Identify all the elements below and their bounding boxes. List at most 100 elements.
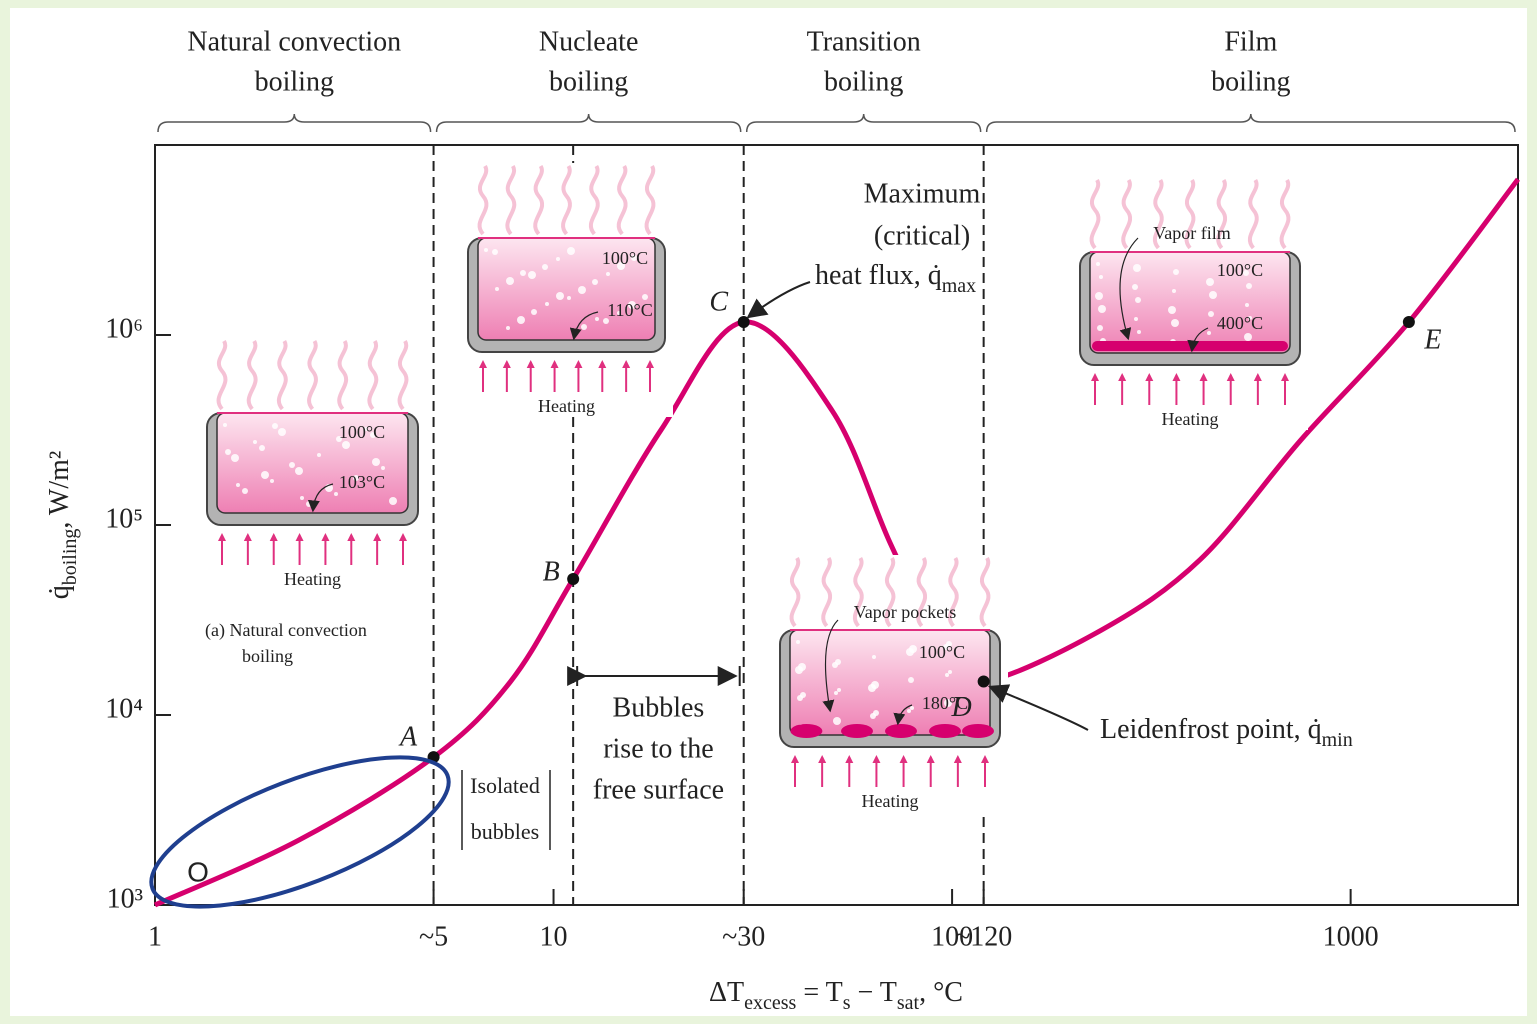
bubble <box>1168 306 1176 314</box>
x-tick-label: 100 <box>931 921 973 952</box>
bubble <box>484 248 488 252</box>
bubble <box>517 316 525 324</box>
leidenfrost-label-part: min <box>1322 729 1353 751</box>
bubble <box>1244 333 1252 341</box>
bubble <box>617 262 625 270</box>
bubbles-rise-text: Bubbles <box>613 692 705 723</box>
bubble <box>907 709 911 713</box>
region-title: Natural convection <box>187 26 401 57</box>
x-axis-title-part: , °C <box>919 977 963 1008</box>
bubble <box>372 458 380 466</box>
bubble <box>317 453 321 457</box>
vapor-wisp <box>789 556 801 628</box>
heat-arrow-head <box>243 533 252 541</box>
vapor-pocket <box>885 724 917 738</box>
bubble <box>259 445 265 451</box>
key-point <box>737 316 750 329</box>
vapor-wisp <box>1152 178 1164 250</box>
max-flux-label-part: max <box>942 275 976 297</box>
heat-arrow-head <box>574 360 583 368</box>
bubble <box>542 264 548 270</box>
y-tick-label: 10⁵ <box>105 503 143 534</box>
pot-label: 103°C <box>339 472 385 492</box>
vapor-wisp <box>616 164 628 236</box>
vapor-wisp <box>821 556 833 628</box>
heat-arrow-head <box>791 755 799 763</box>
bubble <box>1097 325 1103 331</box>
region-brace <box>157 113 432 133</box>
region-title: boiling <box>255 66 334 97</box>
bubble <box>261 471 269 479</box>
heat-arrow-head <box>526 360 535 368</box>
bubble <box>1098 305 1106 313</box>
x-axis-title-part: ΔT <box>709 977 744 1008</box>
bubble <box>545 302 549 306</box>
bubble <box>1248 316 1252 320</box>
x-tick-label: 1 <box>148 921 162 952</box>
vapor-wisp <box>216 339 228 411</box>
leidenfrost-label: Leidenfrost point, q̇min <box>1100 714 1353 750</box>
bubble <box>1137 330 1141 334</box>
bubble <box>556 292 564 300</box>
highlight-ellipse <box>149 755 451 909</box>
heat-arrow-head <box>818 755 827 763</box>
heat-arrow-head <box>1253 373 1262 381</box>
leidenfrost-arrow <box>987 684 1089 731</box>
bubble <box>1171 319 1179 327</box>
bubbles-rise-text: free surface <box>593 774 724 805</box>
heat-arrow-head <box>1199 373 1208 381</box>
bubble <box>506 326 510 330</box>
bubble <box>295 467 303 475</box>
bubble <box>1208 311 1214 317</box>
heat-arrow-head <box>622 360 631 368</box>
bubble <box>520 270 526 276</box>
max-flux-arrow <box>746 281 811 319</box>
pot-leader <box>822 619 839 713</box>
heat-arrow-head <box>550 360 559 368</box>
bubble <box>871 681 879 689</box>
vapor-wisp <box>1089 178 1101 250</box>
bubble <box>334 492 338 496</box>
heat-arrow-head <box>373 533 382 541</box>
bubble <box>606 272 610 276</box>
pot-illustration: Heating 100°C 103°C <box>199 338 426 590</box>
bubble <box>342 441 350 449</box>
vapor-wisp <box>644 164 656 236</box>
vapor-wisp <box>307 339 318 411</box>
pot-illustration: Heating Vapor pockets 100°C 180°C <box>772 555 1008 812</box>
origin-label: O <box>187 856 209 887</box>
x-axis-title-part: = T <box>796 977 842 1008</box>
bubble <box>1172 289 1176 293</box>
key-point <box>1402 316 1415 329</box>
y-axis-title-part: , W/m² <box>44 451 75 529</box>
bubble <box>800 692 806 698</box>
leidenfrost-label-part: q̇ <box>1308 714 1322 745</box>
pot-label: Vapor pockets <box>854 602 956 622</box>
bubble <box>531 309 537 315</box>
y-axis-title-part: boiling <box>59 529 81 586</box>
bubble <box>581 324 587 330</box>
bubble <box>556 257 560 261</box>
bubble <box>1245 303 1249 307</box>
max-flux-label-part: heat flux, <box>815 260 928 291</box>
region-brace <box>985 113 1516 133</box>
vapor-wisp <box>246 339 258 411</box>
heat-arrow-head <box>598 360 607 368</box>
bubble <box>289 462 295 468</box>
pot-note: (a) Natural convection <box>205 620 367 641</box>
key-point <box>567 572 580 585</box>
vapor-wisp <box>367 339 379 411</box>
vapor-wisp <box>1247 178 1259 250</box>
vapor-wisp <box>477 164 489 236</box>
vapor-wisp <box>947 556 959 628</box>
heat-arrow-head <box>899 755 908 763</box>
pot-label: 100°C <box>1217 260 1263 280</box>
pot-caption: Heating <box>538 396 595 416</box>
bubble <box>1133 264 1141 272</box>
vapor-pocket <box>790 724 823 738</box>
bubble <box>1095 292 1103 300</box>
region-title: boiling <box>1211 66 1290 97</box>
vapor-wisp <box>1279 178 1291 250</box>
pot-label: 180°C <box>922 693 968 713</box>
vapor-wisp <box>337 339 349 411</box>
